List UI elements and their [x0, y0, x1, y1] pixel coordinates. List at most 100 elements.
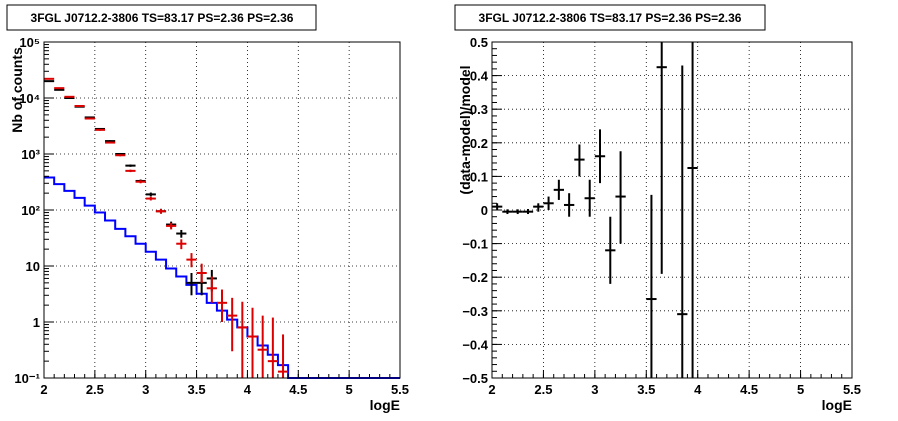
residual-point — [615, 151, 626, 244]
left-y-tick-label: 1 — [33, 315, 40, 330]
right-y-axis-title: (data-model)/model — [457, 65, 473, 194]
residual-point — [502, 209, 513, 215]
red-data-point — [277, 334, 289, 378]
red-data-point — [216, 289, 228, 322]
left-x-tick-label: 5.5 — [391, 382, 409, 397]
black-data-point — [145, 192, 156, 197]
residual-point — [646, 194, 657, 378]
red-data-point — [94, 128, 106, 131]
right-x-tick-label: 2.5 — [534, 382, 552, 397]
left-x-tick-label: 3 — [142, 382, 149, 397]
left-x-tick-label: 4 — [244, 382, 252, 397]
red-data-point — [206, 276, 217, 303]
left-x-tick-label: 2 — [40, 382, 47, 397]
right-y-tick-label: 0.5 — [470, 35, 488, 50]
black-data-point — [54, 88, 65, 91]
right-y-tick-label: −0.5 — [462, 371, 488, 386]
red-data-point — [155, 209, 167, 214]
residual-point — [594, 129, 606, 184]
right-panel: 3FGL J0712.2-3806 TS=83.17 PS=2.36 PS=2.… — [454, 4, 861, 413]
red-data-point — [54, 87, 65, 90]
right-y-tick-label: −0.4 — [462, 337, 488, 352]
residual-point — [533, 203, 544, 212]
right-y-tick-label: 0.4 — [470, 69, 489, 84]
left-title-box — [6, 4, 317, 31]
right-x-tick-label: 5 — [797, 382, 804, 397]
left-x-tick-label: 4.5 — [289, 382, 307, 397]
left-y-tick-label: 10⁻¹ — [14, 371, 40, 386]
right-gridlines — [492, 42, 852, 378]
right-chart-title: 3FGL J0712.2-3806 TS=83.17 PS=2.36 PS=2.… — [479, 11, 742, 25]
red-data-point — [166, 222, 177, 230]
right-y-tick-label: 0.2 — [470, 136, 488, 151]
left-y-tick-label: 10⁴ — [19, 91, 40, 106]
left-x-tick-label: 2.5 — [86, 382, 104, 397]
right-x-tick-label: 4 — [694, 382, 702, 397]
red-data-point — [64, 95, 75, 98]
left-y-tick-label: 10² — [21, 203, 40, 218]
red-data-point — [257, 315, 268, 378]
residual-point — [492, 203, 503, 210]
red-data-point — [44, 77, 55, 80]
left-red-data-series — [44, 77, 289, 378]
red-data-point — [267, 317, 278, 378]
red-data-point — [105, 141, 116, 144]
right-residual-points — [492, 42, 698, 378]
residual-point — [543, 196, 554, 210]
right-title-box — [454, 4, 766, 31]
red-data-point — [74, 104, 85, 107]
left-plot-frame — [43, 41, 401, 379]
residual-point — [512, 209, 523, 215]
left-y-tick-label: 10⁵ — [19, 35, 40, 50]
residual-point — [605, 216, 616, 284]
right-y-tick-label: −0.3 — [462, 304, 488, 319]
residual-point — [584, 179, 595, 217]
residual-point — [553, 179, 564, 200]
residual-point — [574, 144, 585, 177]
left-gridlines — [44, 42, 400, 378]
residual-point — [656, 42, 667, 274]
left-model-histogram — [44, 176, 400, 379]
right-y-tick-label: −0.2 — [462, 270, 488, 285]
right-x-axis-title: logE — [822, 397, 852, 413]
red-data-point — [84, 117, 95, 120]
right-y-tick-label: 0 — [481, 203, 488, 218]
left-y-axis-title: Nb of counts — [9, 47, 25, 133]
left-chart-title: 3FGL J0712.2-3806 TS=83.17 PS=2.36 PS=2.… — [31, 11, 294, 25]
left-x-axis-title: logE — [370, 397, 400, 413]
left-panel: 3FGL J0712.2-3806 TS=83.17 PS=2.36 PS=2.… — [6, 4, 409, 413]
residual-point — [522, 208, 534, 215]
left-x-tick-label: 5 — [346, 382, 353, 397]
red-data-point — [176, 239, 187, 250]
right-y-tick-label: −0.1 — [462, 237, 488, 252]
right-x-tick-label: 5.5 — [843, 382, 861, 397]
left-y-tick-label: 10 — [26, 259, 40, 274]
right-axis-ticks: 2 2.5 3 3.5 4 4.5 5 5.5 −0.5 −0.4 −0.3 −0.2 −0.1 0 0.1… — [462, 35, 861, 397]
right-y-tick-label: 0.1 — [470, 169, 488, 184]
red-data-point — [125, 169, 136, 173]
right-x-tick-label: 3 — [591, 382, 598, 397]
model-step-line — [44, 176, 400, 379]
black-data-point — [186, 272, 197, 296]
right-x-tick-label: 4.5 — [740, 382, 758, 397]
red-data-point — [196, 263, 207, 283]
red-data-point — [237, 301, 248, 378]
left-axis-ticks: 2 2.5 3 3.5 4 4.5 5 5.5 10⁻¹ 1 10 10² 10³ 10⁴ 10⁵ — [14, 35, 409, 397]
residual-point — [687, 42, 698, 378]
left-x-tick-label: 3.5 — [188, 382, 206, 397]
right-x-tick-label: 2 — [488, 382, 495, 397]
red-data-point — [115, 154, 126, 157]
red-data-point — [135, 180, 146, 184]
red-data-point — [145, 196, 156, 201]
right-x-tick-label: 3.5 — [637, 382, 655, 397]
red-data-point — [186, 253, 197, 268]
residual-point — [677, 65, 688, 378]
residual-point — [564, 193, 575, 217]
black-data-point — [125, 164, 136, 167]
black-data-point — [176, 229, 187, 238]
left-y-tick-label: 10³ — [21, 147, 40, 162]
red-data-point — [247, 307, 258, 378]
right-y-tick-label: 0.3 — [470, 102, 488, 117]
red-data-point — [227, 297, 238, 352]
